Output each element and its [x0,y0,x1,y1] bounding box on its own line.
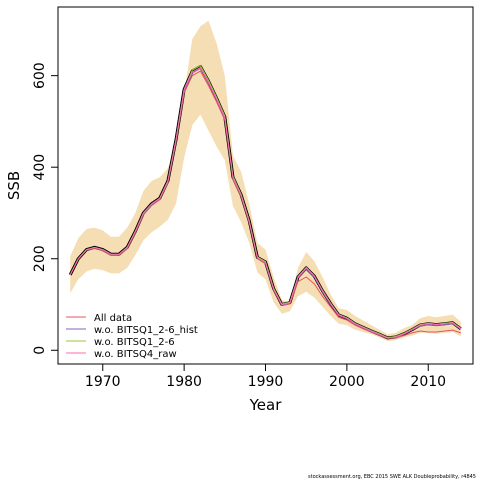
x-tick-label: 1970 [85,374,121,390]
legend-label: All data [94,313,132,324]
footer-text: stockassessment.org, EBC 2015 SWE ALK Do… [308,474,476,480]
legend-label: w.o. BITSQ1_2-6 [94,337,175,348]
y-axis-title: SSB [5,171,23,200]
series-line-w-o-bitsq4-raw [69,66,462,339]
y-tick-label: 600 [32,62,48,89]
x-tick-label: 2000 [329,374,365,390]
legend-label: w.o. BITSQ4_raw [94,349,177,360]
legend-label: w.o. BITSQ1_2-6_hist [94,325,198,336]
plot-layer [68,20,462,342]
axes-layer: 1970 1980 1990 2000 2010 0 200 400 600 [32,62,446,390]
y-tick-label: 0 [32,346,48,355]
y-tick-label: 200 [32,245,48,272]
y-tick-label: 400 [32,154,48,181]
x-axis-title: Year [249,396,283,414]
x-tick-label: 1990 [248,374,284,390]
x-tick-label: 1980 [166,374,202,390]
x-tick-label: 2010 [410,374,446,390]
confidence-band [70,20,461,342]
